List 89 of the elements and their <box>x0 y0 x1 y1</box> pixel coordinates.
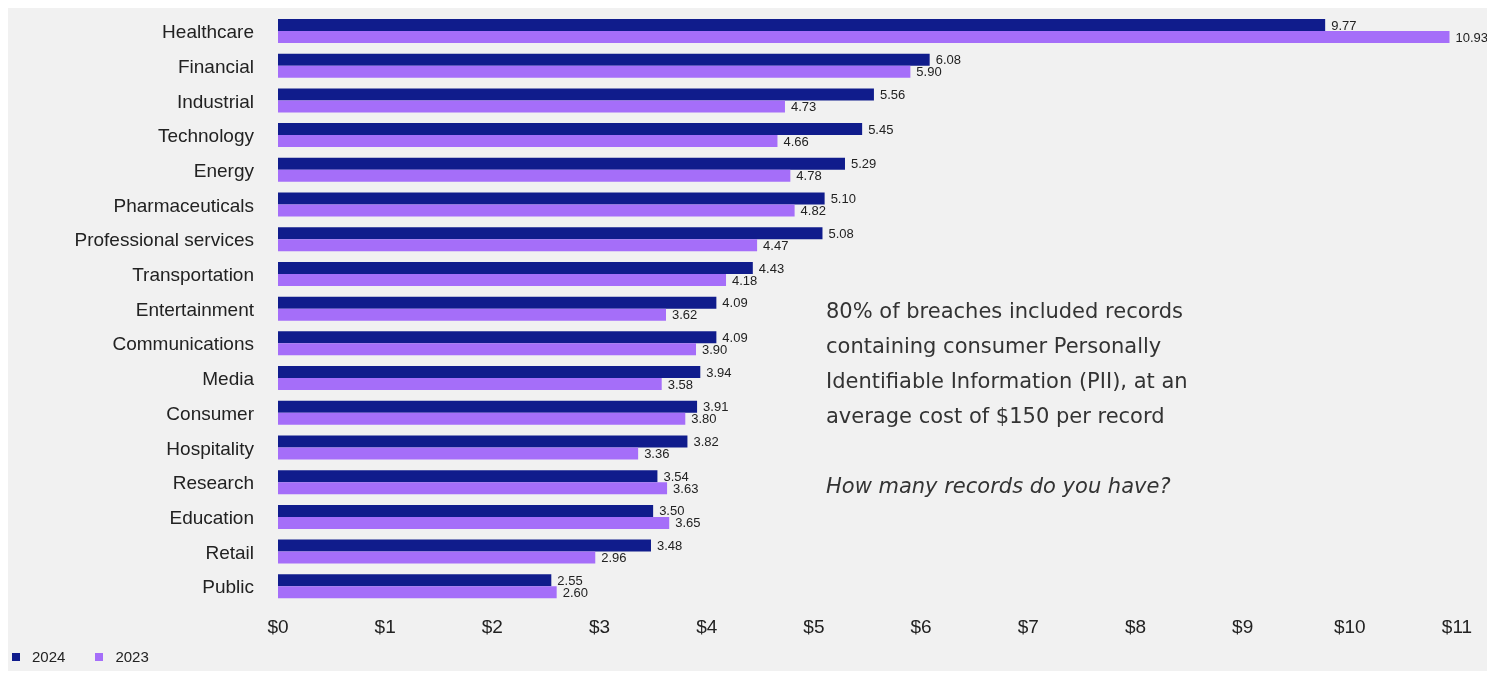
bar <box>278 435 688 448</box>
y-tick-label: Media <box>202 368 255 390</box>
data-label: 4.18 <box>732 272 758 288</box>
bar <box>278 574 552 587</box>
bar <box>278 400 698 413</box>
x-tick-label: $8 <box>1124 616 1147 638</box>
y-tick-label: Research <box>172 472 254 494</box>
x-tick-label: $2 <box>481 616 503 638</box>
x-tick-label: $10 <box>1333 616 1366 638</box>
bar <box>278 261 753 274</box>
y-tick-label: Financial <box>177 55 254 77</box>
y-tick-label: Professional services <box>74 229 254 251</box>
bar <box>278 19 1326 31</box>
data-label: 3.94 <box>706 364 732 380</box>
bar <box>278 447 639 460</box>
bar <box>278 135 778 148</box>
data-label: 5.56 <box>879 87 906 103</box>
data-label: 3.82 <box>693 434 719 450</box>
x-tick-label: $1 <box>374 616 396 638</box>
bar <box>278 88 874 101</box>
y-tick-label: Energy <box>193 159 255 181</box>
data-label: 4.43 <box>758 260 785 276</box>
y-tick-label: Transportation <box>132 264 254 286</box>
data-label: 3.36 <box>644 446 670 462</box>
bar <box>278 65 911 78</box>
data-label: 4.78 <box>796 168 822 184</box>
data-label: 5.10 <box>830 191 856 207</box>
bar <box>278 470 658 483</box>
y-tick-label: Entertainment <box>135 298 255 320</box>
data-label: 4.66 <box>783 133 809 149</box>
bar <box>278 343 697 356</box>
data-label: 4.82 <box>800 203 826 219</box>
bar <box>278 308 666 321</box>
bar <box>278 204 795 217</box>
data-label: 3.62 <box>672 307 698 323</box>
bar <box>278 273 727 286</box>
y-tick-label: Industrial <box>176 90 254 112</box>
bar <box>278 192 825 205</box>
bar <box>278 169 791 182</box>
y-tick-label: Hospitality <box>166 437 255 459</box>
y-tick-label: Healthcare <box>162 21 254 43</box>
bar <box>278 331 717 344</box>
bar <box>278 296 717 309</box>
bar <box>278 31 1450 43</box>
bar <box>278 378 662 391</box>
bar <box>278 412 686 425</box>
bar <box>278 123 863 136</box>
data-label: 9.77 <box>1331 17 1357 33</box>
data-label: 4.73 <box>790 99 817 115</box>
legend-label: 2023 <box>115 648 149 665</box>
bar <box>278 539 651 552</box>
y-tick-label: Consumer <box>166 402 255 424</box>
bar <box>278 157 845 170</box>
data-label: 5.45 <box>868 121 894 137</box>
bar <box>278 516 670 529</box>
data-label: 10.93 <box>1455 29 1489 45</box>
x-tick-label: $5 <box>803 616 825 638</box>
legend-label: 2024 <box>32 648 66 665</box>
bar <box>278 586 557 599</box>
bar <box>278 239 758 252</box>
x-tick-label: $6 <box>910 616 932 638</box>
x-tick-label: $3 <box>588 616 611 638</box>
y-tick-label: Communications <box>112 333 254 355</box>
data-label: 4.09 <box>722 295 748 311</box>
annotation: 80% of breaches included records containing consumer Personally Identifiable Information (PII), at an average cost of $150 per record <box>826 298 1189 430</box>
x-tick-label: $9 <box>1232 616 1254 638</box>
bar <box>278 53 930 66</box>
data-label: 3.48 <box>656 538 683 554</box>
bar <box>278 551 596 564</box>
bar <box>278 366 701 379</box>
y-tick-label: Technology <box>157 125 255 147</box>
y-tick-label: Education <box>169 506 254 528</box>
data-label: 3.58 <box>667 376 694 392</box>
y-tick-label: Retail <box>205 541 254 563</box>
x-tick-label: $7 <box>1017 616 1039 638</box>
x-tick-label: $4 <box>696 616 718 638</box>
x-tick-label: $0 <box>267 616 289 638</box>
data-label: 2.96 <box>601 550 627 566</box>
bar <box>278 100 785 113</box>
bar <box>278 504 654 517</box>
data-label: 4.47 <box>763 237 789 253</box>
y-tick-label: Pharmaceuticals <box>113 194 254 216</box>
y-tick-label: Public <box>202 576 254 598</box>
bar <box>278 227 823 240</box>
bar <box>278 482 668 495</box>
data-label: 5.08 <box>828 225 854 241</box>
annotation: How many records do you have? <box>826 473 1172 500</box>
data-label: 5.29 <box>850 156 877 172</box>
x-tick-label: $11 <box>1441 616 1473 638</box>
